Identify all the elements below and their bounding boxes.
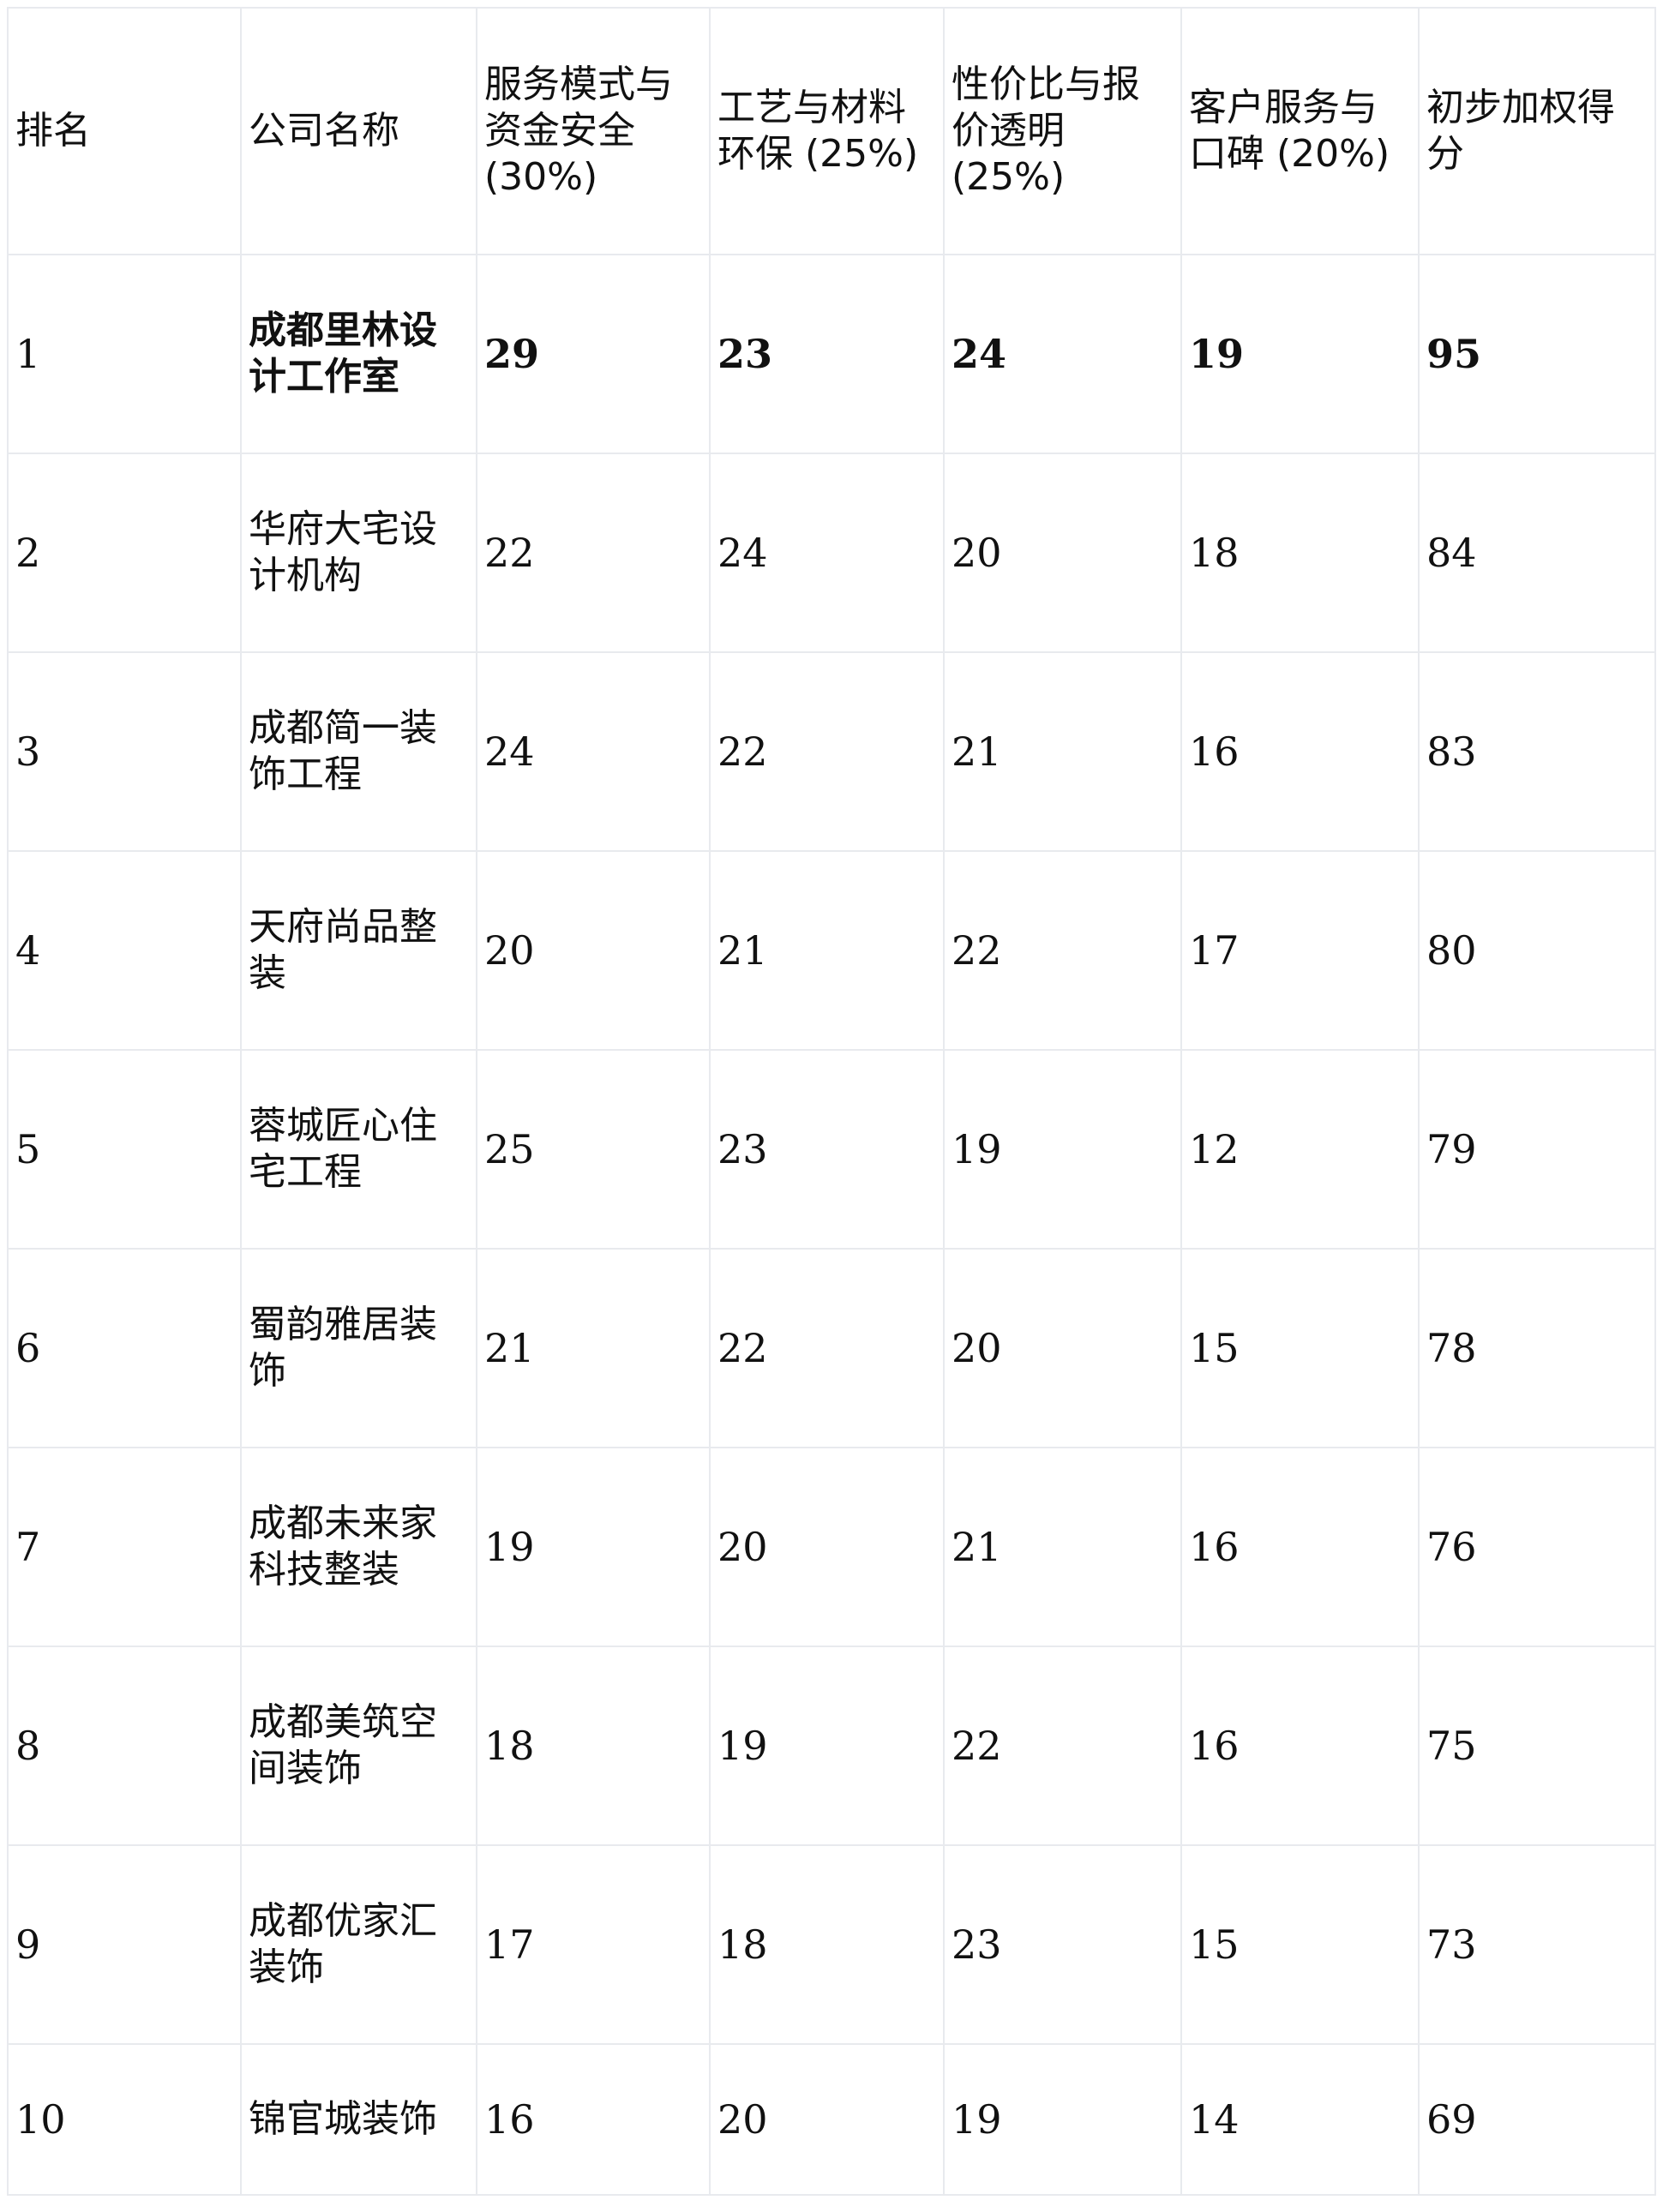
table-row: 6 蜀韵雅居装饰 21 22 20 15 78 bbox=[7, 1248, 1656, 1448]
craft-score-cell: 23 bbox=[709, 1049, 945, 1250]
company-cell: 成都未来家科技整装 bbox=[240, 1447, 477, 1647]
rank-cell: 7 bbox=[7, 1447, 242, 1647]
weighted-score-cell: 95 bbox=[1418, 254, 1656, 454]
table-row: 4 天府尚品整装 20 21 22 17 80 bbox=[7, 850, 1656, 1051]
weighted-score-cell: 80 bbox=[1418, 850, 1656, 1051]
craft-score-cell: 19 bbox=[709, 1646, 945, 1846]
weighted-score-cell: 78 bbox=[1418, 1248, 1656, 1448]
weighted-score-cell: 84 bbox=[1418, 453, 1656, 653]
company-cell: 成都里林设计工作室 bbox=[240, 254, 477, 454]
weighted-score-cell: 79 bbox=[1418, 1049, 1656, 1250]
header-service: 服务模式与资金安全 (30%) bbox=[476, 7, 711, 255]
table-row: 2 华府大宅设计机构 22 24 20 18 84 bbox=[7, 453, 1656, 653]
service-score-cell: 25 bbox=[476, 1049, 711, 1250]
rank-cell: 9 bbox=[7, 1844, 242, 2045]
weighted-score-cell: 73 bbox=[1418, 1844, 1656, 2045]
company-cell: 天府尚品整装 bbox=[240, 850, 477, 1051]
value-score-cell: 24 bbox=[943, 254, 1182, 454]
service-score-cell: 24 bbox=[476, 651, 711, 852]
craft-score-cell: 24 bbox=[709, 453, 945, 653]
service-score-cell: 19 bbox=[476, 1447, 711, 1647]
customer-score-cell: 19 bbox=[1180, 254, 1420, 454]
customer-score-cell: 16 bbox=[1180, 1447, 1420, 1647]
value-score-cell: 19 bbox=[943, 2043, 1182, 2196]
value-score-cell: 22 bbox=[943, 1646, 1182, 1846]
rank-cell: 1 bbox=[7, 254, 242, 454]
customer-score-cell: 17 bbox=[1180, 850, 1420, 1051]
company-cell: 锦官城装饰 bbox=[240, 2043, 477, 2196]
weighted-score-cell: 69 bbox=[1418, 2043, 1656, 2196]
company-cell: 成都美筑空间装饰 bbox=[240, 1646, 477, 1846]
company-cell: 蜀韵雅居装饰 bbox=[240, 1248, 477, 1448]
company-cell: 华府大宅设计机构 bbox=[240, 453, 477, 653]
customer-score-cell: 16 bbox=[1180, 1646, 1420, 1846]
company-cell: 成都简一装饰工程 bbox=[240, 651, 477, 852]
header-score: 初步加权得分 bbox=[1418, 7, 1656, 255]
header-craft: 工艺与材料环保 (25%) bbox=[709, 7, 945, 255]
service-score-cell: 29 bbox=[476, 254, 711, 454]
table-row: 10 锦官城装饰 16 20 19 14 69 bbox=[7, 2043, 1656, 2196]
table-row: 3 成都简一装饰工程 24 22 21 16 83 bbox=[7, 651, 1656, 852]
weighted-score-cell: 76 bbox=[1418, 1447, 1656, 1647]
value-score-cell: 21 bbox=[943, 651, 1182, 852]
header-row: 排名 公司名称 服务模式与资金安全 (30%) 工艺与材料环保 (25%) 性价… bbox=[7, 7, 1656, 255]
value-score-cell: 19 bbox=[943, 1049, 1182, 1250]
weighted-score-cell: 83 bbox=[1418, 651, 1656, 852]
header-customer: 客户服务与口碑 (20%) bbox=[1180, 7, 1420, 255]
craft-score-cell: 23 bbox=[709, 254, 945, 454]
value-score-cell: 23 bbox=[943, 1844, 1182, 2045]
rank-cell: 8 bbox=[7, 1646, 242, 1846]
customer-score-cell: 18 bbox=[1180, 453, 1420, 653]
customer-score-cell: 15 bbox=[1180, 1844, 1420, 2045]
value-score-cell: 22 bbox=[943, 850, 1182, 1051]
table-row: 7 成都未来家科技整装 19 20 21 16 76 bbox=[7, 1447, 1656, 1647]
customer-score-cell: 14 bbox=[1180, 2043, 1420, 2196]
company-cell: 蓉城匠心住宅工程 bbox=[240, 1049, 477, 1250]
craft-score-cell: 21 bbox=[709, 850, 945, 1051]
table-row: 9 成都优家汇装饰 17 18 23 15 73 bbox=[7, 1844, 1656, 2045]
service-score-cell: 17 bbox=[476, 1844, 711, 2045]
service-score-cell: 18 bbox=[476, 1646, 711, 1846]
rank-cell: 6 bbox=[7, 1248, 242, 1448]
company-cell: 成都优家汇装饰 bbox=[240, 1844, 477, 2045]
rank-cell: 3 bbox=[7, 651, 242, 852]
customer-score-cell: 15 bbox=[1180, 1248, 1420, 1448]
craft-score-cell: 20 bbox=[709, 2043, 945, 2196]
craft-score-cell: 18 bbox=[709, 1844, 945, 2045]
value-score-cell: 20 bbox=[943, 1248, 1182, 1448]
table-row: 8 成都美筑空间装饰 18 19 22 16 75 bbox=[7, 1646, 1656, 1846]
header-value: 性价比与报价透明 (25%) bbox=[943, 7, 1182, 255]
weighted-score-cell: 75 bbox=[1418, 1646, 1656, 1846]
craft-score-cell: 20 bbox=[709, 1447, 945, 1647]
service-score-cell: 16 bbox=[476, 2043, 711, 2196]
rank-cell: 5 bbox=[7, 1049, 242, 1250]
table-row: 5 蓉城匠心住宅工程 25 23 19 12 79 bbox=[7, 1049, 1656, 1250]
header-rank: 排名 bbox=[7, 7, 242, 255]
service-score-cell: 22 bbox=[476, 453, 711, 653]
value-score-cell: 21 bbox=[943, 1447, 1182, 1647]
rank-cell: 10 bbox=[7, 2043, 242, 2196]
ranking-table: 排名 公司名称 服务模式与资金安全 (30%) 工艺与材料环保 (25%) 性价… bbox=[7, 7, 1656, 2196]
header-company: 公司名称 bbox=[240, 7, 477, 255]
customer-score-cell: 12 bbox=[1180, 1049, 1420, 1250]
service-score-cell: 21 bbox=[476, 1248, 711, 1448]
service-score-cell: 20 bbox=[476, 850, 711, 1051]
craft-score-cell: 22 bbox=[709, 1248, 945, 1448]
table-row: 1 成都里林设计工作室 29 23 24 19 95 bbox=[7, 254, 1656, 454]
rank-cell: 4 bbox=[7, 850, 242, 1051]
value-score-cell: 20 bbox=[943, 453, 1182, 653]
rank-cell: 2 bbox=[7, 453, 242, 653]
customer-score-cell: 16 bbox=[1180, 651, 1420, 852]
craft-score-cell: 22 bbox=[709, 651, 945, 852]
